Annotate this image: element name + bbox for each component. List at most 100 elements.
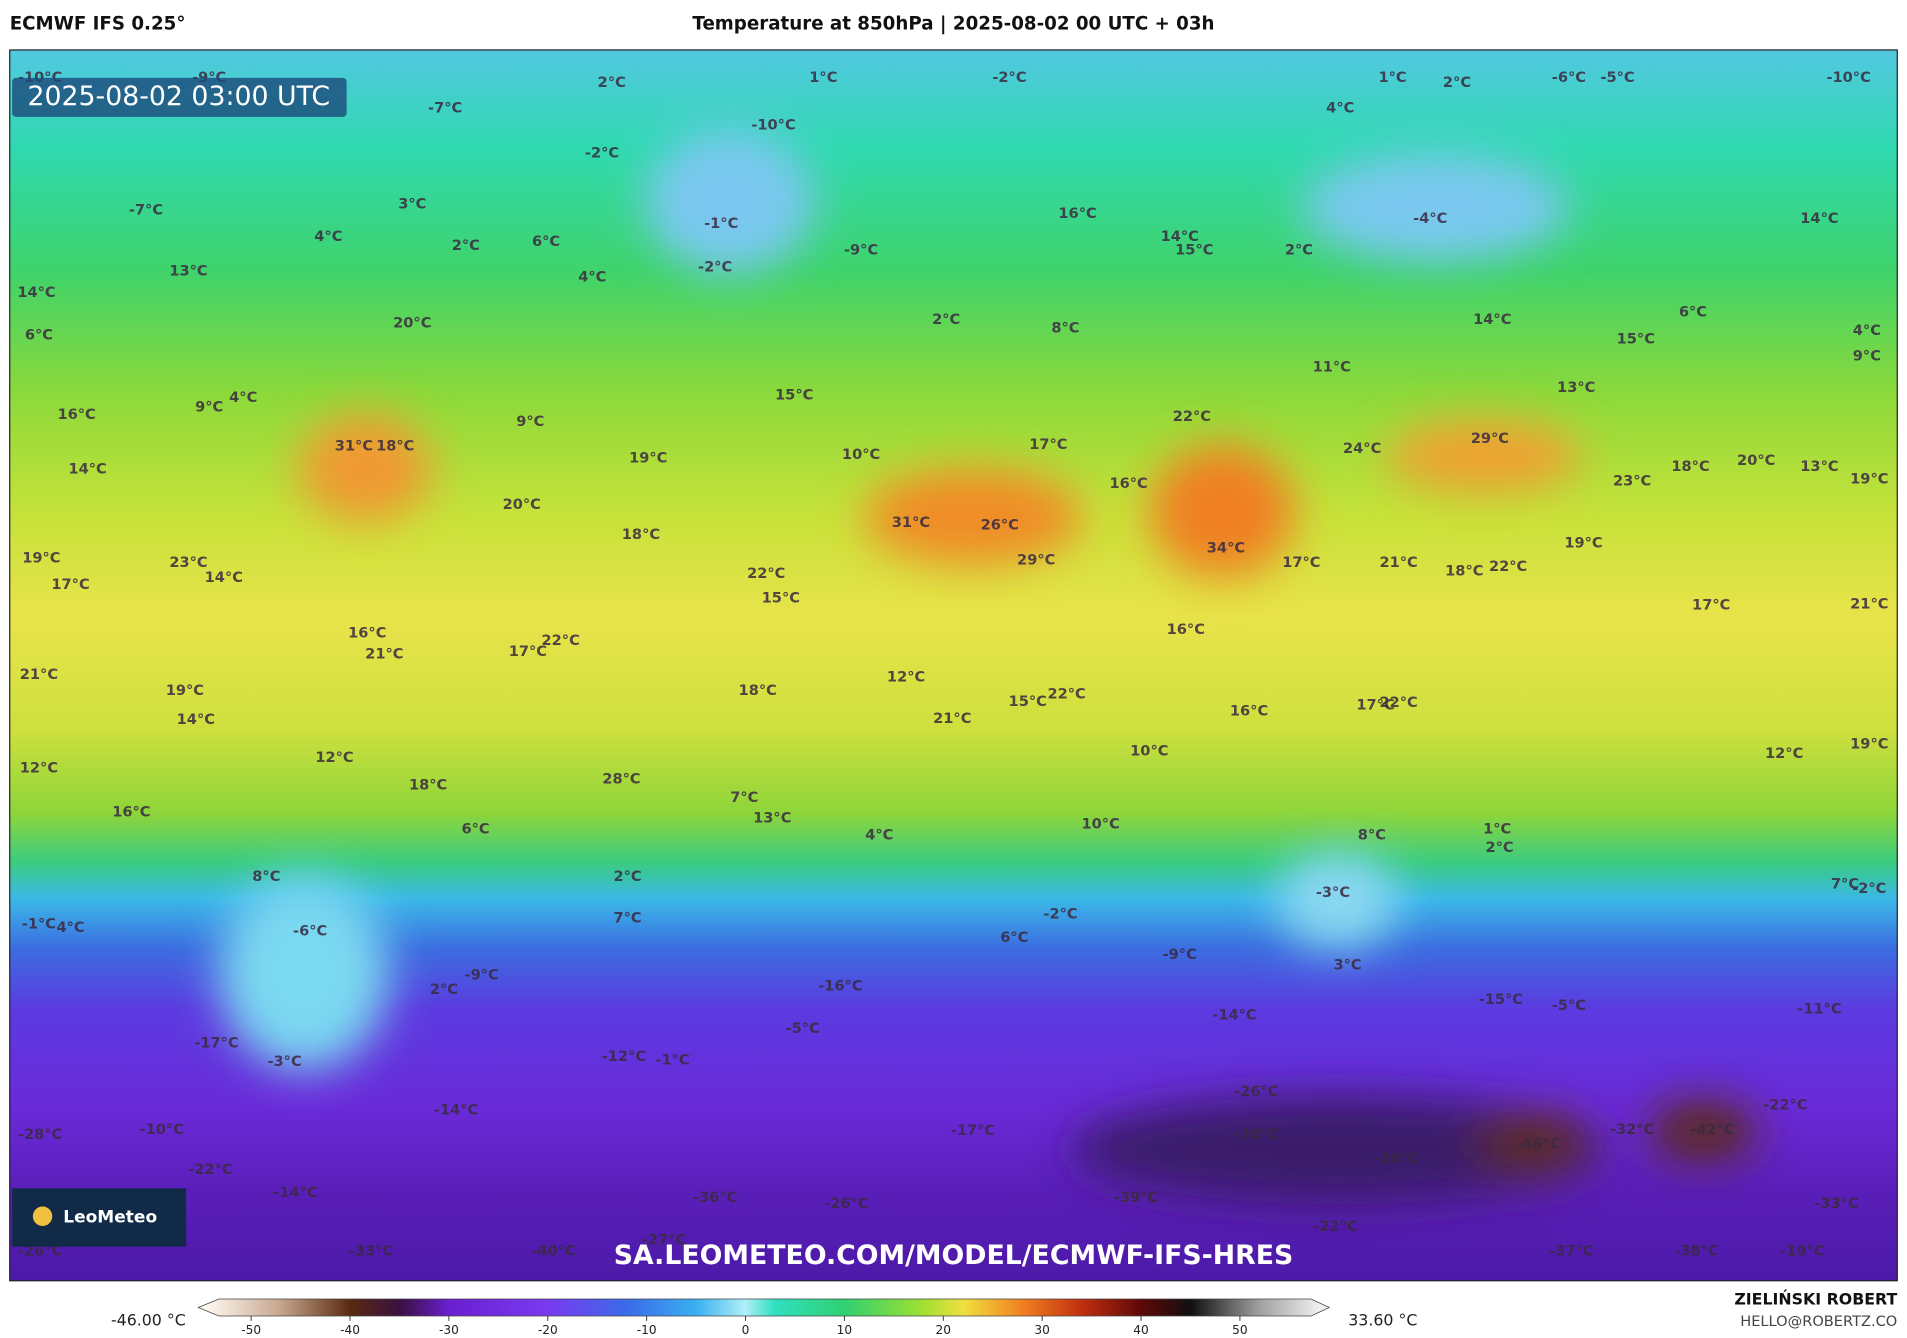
colorbar-tick-label: 10	[837, 1323, 852, 1337]
temperature-label: -10°C	[751, 116, 795, 133]
temperature-label: 12°C	[1765, 745, 1803, 762]
temperature-label: 19°C	[166, 682, 204, 699]
temperature-label: -1°C	[655, 1052, 689, 1069]
temperature-label: 2°C	[1486, 839, 1514, 856]
temperature-label: -15°C	[1479, 991, 1523, 1008]
temperature-label: 6°C	[1679, 304, 1707, 321]
temperature-label: 4°C	[229, 389, 257, 406]
temperature-label: 21°C	[20, 666, 58, 683]
temperature-label: 18°C	[409, 777, 447, 794]
temperature-label: 7°C	[730, 789, 758, 806]
temperature-label: 12°C	[887, 669, 925, 686]
temperature-label: 4°C	[1326, 99, 1354, 116]
watermark: SA.LEOMETEO.COM/MODEL/ECMWF-IFS-HRES	[614, 1240, 1294, 1271]
temperature-label: 19°C	[1564, 535, 1602, 552]
temperature-label: 7°C	[613, 909, 641, 926]
temperature-label: 15°C	[1175, 242, 1213, 259]
temperature-label: 16°C	[1058, 205, 1096, 222]
temperature-label: 8°C	[1358, 827, 1386, 844]
temperature-label: 18°C	[1671, 458, 1709, 475]
temperature-label: 2°C	[430, 981, 458, 998]
temperature-label: -26°C	[824, 1195, 868, 1212]
temperature-label: 14°C	[1473, 311, 1511, 328]
temperature-label: 9°C	[516, 413, 544, 430]
temperature-label: -17°C	[194, 1035, 238, 1052]
author: ZIELIŃSKI ROBERT	[1734, 1290, 1897, 1309]
logo-sun	[32, 1206, 53, 1227]
temperature-label: -46°C	[1516, 1136, 1560, 1153]
temperature-label: 14°C	[205, 569, 243, 586]
map-title: Temperature at 850hPa | 2025-08-02 00 UT…	[692, 13, 1214, 34]
temperature-label: 22°C	[542, 632, 580, 649]
temperature-label: -10°C	[140, 1121, 184, 1138]
temperature-label: -2°C	[1852, 880, 1886, 897]
temperature-label: 19°C	[1850, 470, 1888, 487]
temperature-label: 17°C	[1282, 554, 1320, 571]
temperature-label: -19°C	[1780, 1243, 1824, 1260]
temperature-label: 18°C	[739, 682, 777, 699]
temperature-label: 10°C	[1130, 743, 1168, 760]
temperature-label: 7°C	[1831, 875, 1859, 892]
temperature-label: 15°C	[762, 589, 800, 606]
temperature-label: -9°C	[465, 966, 499, 983]
temperature-label: 2°C	[1443, 74, 1471, 91]
temperature-label: 1°C	[809, 69, 837, 86]
field-blobs	[218, 127, 1758, 1205]
temperature-label: -7°C	[428, 99, 462, 116]
temperature-label: 22°C	[1047, 686, 1085, 703]
temperature-label: 15°C	[1617, 330, 1655, 347]
temperature-label: 14°C	[1800, 210, 1838, 227]
temperature-label: 10°C	[1082, 816, 1120, 833]
temperature-label: 26°C	[981, 516, 1019, 533]
temperature-label: -2°C	[698, 259, 732, 276]
temperature-label: 22°C	[1379, 694, 1417, 711]
temperature-label: 6°C	[461, 821, 489, 838]
temperature-label: 21°C	[1850, 596, 1888, 613]
timestamp-box	[12, 77, 347, 117]
temperature-label: 17°C	[509, 643, 547, 660]
colorbar	[197, 1298, 1331, 1317]
temperature-label: 16°C	[1230, 703, 1268, 720]
model-name: ECMWF IFS 0.25°	[10, 13, 186, 34]
temperature-label: -16°C	[818, 977, 862, 994]
colorbar-ticks: -50 -40 -30 -20 -10 0 10 20 30 40 50	[241, 1316, 1248, 1337]
temperature-label: -5°C	[1600, 69, 1634, 86]
temperature-label: 2°C	[932, 311, 960, 328]
temperature-label: -2°C	[1043, 906, 1077, 923]
temperature-label: 18°C	[376, 437, 414, 454]
temperature-label: -36°C	[1374, 1150, 1418, 1167]
temperature-label: -28°C	[18, 1126, 62, 1143]
temperature-label: 20°C	[393, 315, 431, 332]
temperature-label: 29°C	[1017, 552, 1055, 569]
logo-text: LeoMeteo	[63, 1208, 157, 1228]
temperature-label: 15°C	[775, 386, 813, 403]
temperature-label: -9°C	[1163, 946, 1197, 963]
temperature-label: 8°C	[1051, 319, 1079, 336]
colorbar-tick-label: -50	[241, 1323, 261, 1337]
temperature-label: 2°C	[613, 868, 641, 885]
temperature-label: 23°C	[169, 554, 207, 571]
temperature-label: -12°C	[602, 1048, 646, 1065]
temperature-label: 14°C	[177, 711, 215, 728]
temperature-label: -5°C	[786, 1020, 820, 1037]
temperature-label: -36°C	[693, 1189, 737, 1206]
temperature-label: -6°C	[1552, 69, 1586, 86]
temperature-label: -26°C	[1234, 1083, 1278, 1100]
temperature-label: 17°C	[1692, 597, 1730, 614]
temperature-label: 14°C	[17, 284, 55, 301]
colorbar-min: -46.00 °C	[111, 1310, 186, 1329]
temperature-label: 15°C	[1009, 693, 1047, 710]
temperature-label: 19°C	[629, 450, 667, 467]
temperature-label: 4°C	[578, 268, 606, 285]
temperature-label: -32°C	[1610, 1121, 1654, 1138]
temperature-label: 1°C	[1483, 821, 1511, 838]
temperature-label: 14°C	[68, 461, 106, 478]
temperature-label: 3°C	[1333, 957, 1361, 974]
temperature-label: 9°C	[1853, 347, 1881, 364]
temperature-label: -2°C	[992, 69, 1026, 86]
temperature-label: -1°C	[22, 915, 56, 932]
temperature-label: -9°C	[844, 242, 878, 259]
temperature-label: 17°C	[51, 576, 89, 593]
